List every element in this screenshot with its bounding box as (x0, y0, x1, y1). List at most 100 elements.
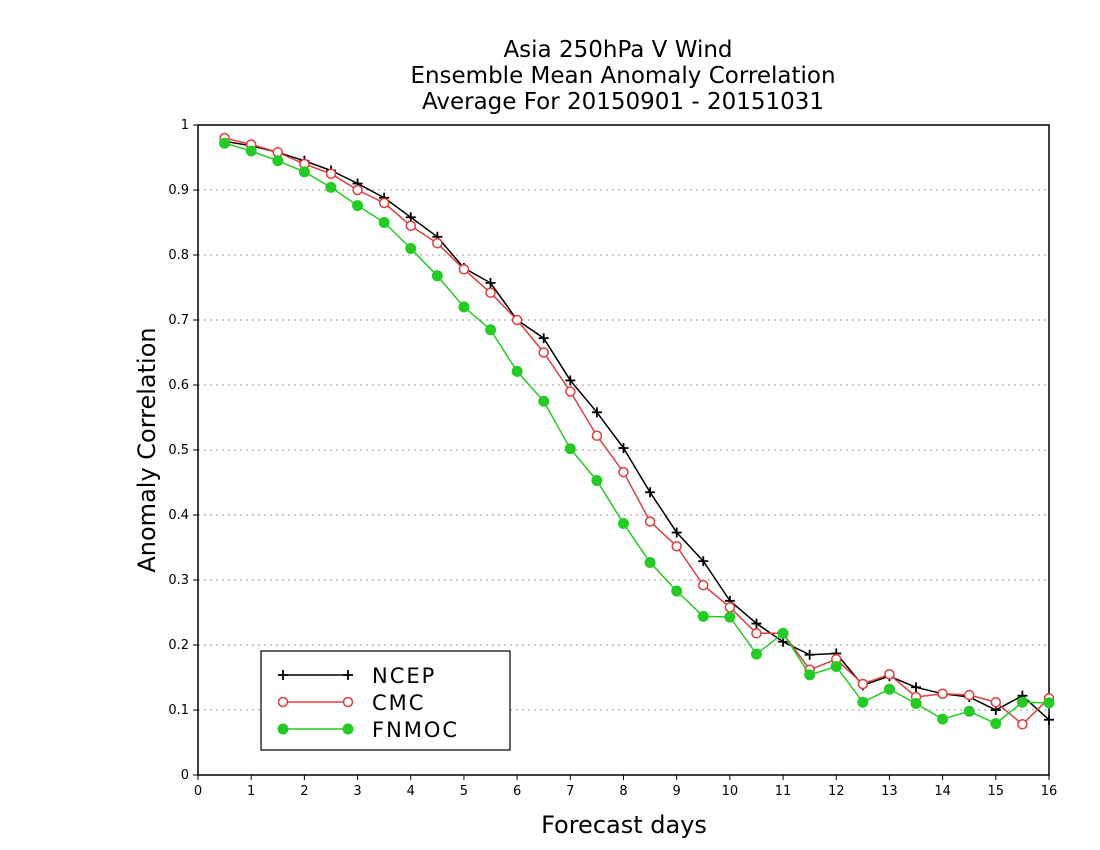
data-point-cmc (698, 579, 709, 591)
data-point-fnmoc (458, 301, 470, 313)
data-point-fnmoc (405, 243, 417, 254)
series-line-cmc (224, 137, 1050, 726)
data-point-fnmoc (485, 324, 497, 336)
x-tick-label: 8 (619, 784, 627, 799)
data-point-cmc (618, 466, 629, 478)
series-fnmoc (219, 137, 1055, 730)
legend-marker-fnmoc (342, 723, 354, 735)
series-ncep (219, 136, 1054, 725)
x-tick-label: 7 (566, 784, 574, 799)
data-point-cmc (352, 184, 363, 196)
x-tick-label: 11 (775, 784, 792, 799)
x-tick-label: 1 (247, 784, 255, 799)
data-point-cmc (538, 347, 549, 358)
chart-subtitle-2: Average For 20150901 - 20151031 (422, 89, 824, 115)
data-point-cmc (671, 540, 682, 552)
data-point-fnmoc (671, 585, 683, 597)
y-tick-label: 0.6 (168, 378, 189, 393)
legend-item-ncep: NCEP (278, 664, 436, 688)
data-point-ncep (591, 407, 602, 418)
legend-label-cmc: CMC (372, 691, 425, 715)
x-tick-label: 2 (300, 784, 308, 799)
y-tick-label: 0.8 (168, 248, 189, 263)
data-point-cmc (458, 264, 470, 275)
data-point-cmc (751, 628, 762, 639)
data-point-cmc (963, 689, 975, 701)
x-tick-label: 16 (1041, 784, 1058, 799)
data-point-cmc (884, 669, 895, 680)
y-tick-label: 0.4 (168, 508, 189, 523)
legend-marker-fnmoc (277, 723, 289, 735)
y-tick-label: 1 (181, 118, 189, 133)
data-point-cmc (378, 197, 390, 209)
data-point-fnmoc (1016, 696, 1028, 708)
x-tick-label: 13 (881, 784, 898, 799)
data-point-ncep (565, 375, 576, 386)
x-tick-label: 14 (934, 784, 951, 799)
data-point-ncep (751, 618, 762, 629)
gridlines (198, 189, 1049, 711)
data-point-fnmoc (538, 395, 550, 407)
data-point-fnmoc (272, 155, 284, 167)
data-point-cmc (565, 386, 576, 397)
data-point-fnmoc (724, 611, 736, 623)
data-point-ncep (645, 487, 656, 498)
series-cmc (219, 132, 1055, 730)
legend-label-ncep: NCEP (372, 664, 436, 688)
data-point-cmc (990, 696, 1002, 708)
legend-item-fnmoc: FNMOC (277, 718, 459, 742)
data-point-fnmoc (697, 610, 709, 622)
legend-label-fnmoc: FNMOC (372, 718, 459, 742)
data-point-ncep (804, 649, 815, 660)
data-point-fnmoc (910, 698, 922, 709)
series-line-ncep (224, 140, 1050, 721)
data-point-fnmoc (990, 718, 1002, 730)
y-tick-label: 0.1 (168, 703, 189, 718)
legend-marker-cmc (342, 696, 354, 708)
data-point-cmc (857, 678, 869, 690)
data-point-fnmoc (431, 270, 443, 282)
x-axis-title: Forecast days (541, 811, 707, 839)
y-tick-label: 0.2 (168, 638, 189, 653)
data-point-fnmoc (830, 660, 842, 672)
data-point-cmc (937, 688, 948, 699)
data-point-fnmoc (883, 683, 895, 695)
data-point-fnmoc (352, 200, 364, 212)
x-tick-label: 9 (673, 784, 681, 799)
data-point-cmc (724, 602, 736, 613)
x-tick-label: 0 (194, 784, 202, 799)
data-point-fnmoc (963, 705, 975, 717)
y-axis-title: Anomaly Correlation (133, 327, 161, 572)
series-line-fnmoc (224, 142, 1050, 725)
legend-marker-ncep (278, 670, 288, 680)
y-tick-label: 0.3 (168, 573, 189, 588)
x-tick-label: 5 (460, 784, 468, 799)
legend-item-cmc: CMC (277, 691, 425, 715)
data-point-fnmoc (378, 217, 390, 228)
y-tick-label: 0.5 (168, 443, 189, 458)
data-point-ncep (911, 682, 922, 693)
data-point-ncep (1044, 714, 1054, 725)
data-point-fnmoc (857, 696, 869, 708)
data-point-fnmoc (511, 365, 523, 377)
legend-marker-cmc (277, 696, 289, 708)
data-point-cmc (1017, 719, 1028, 730)
legend-box (260, 650, 511, 751)
data-point-cmc (325, 168, 337, 179)
y-tick-label: 0.7 (168, 313, 189, 328)
data-point-fnmoc (325, 181, 337, 193)
data-point-fnmoc (219, 137, 231, 149)
chart-subtitle-1: Ensemble Mean Anomaly Correlation (410, 63, 835, 89)
y-tick-label: 0 (181, 768, 189, 783)
x-tick-label: 3 (353, 784, 361, 799)
legend: NCEP CMC FNMOC (260, 650, 511, 751)
data-point-fnmoc (298, 166, 310, 178)
data-point-fnmoc (750, 648, 762, 660)
data-point-cmc (432, 238, 443, 249)
data-point-ncep (698, 556, 709, 567)
data-point-ncep (671, 527, 682, 538)
data-point-fnmoc (564, 443, 576, 455)
y-tick-label: 0.9 (168, 183, 189, 198)
axis-ticks: 00.10.20.30.40.50.60.70.80.910 1 2 3 4 5 6 7 8 9 1… (168, 118, 1057, 799)
